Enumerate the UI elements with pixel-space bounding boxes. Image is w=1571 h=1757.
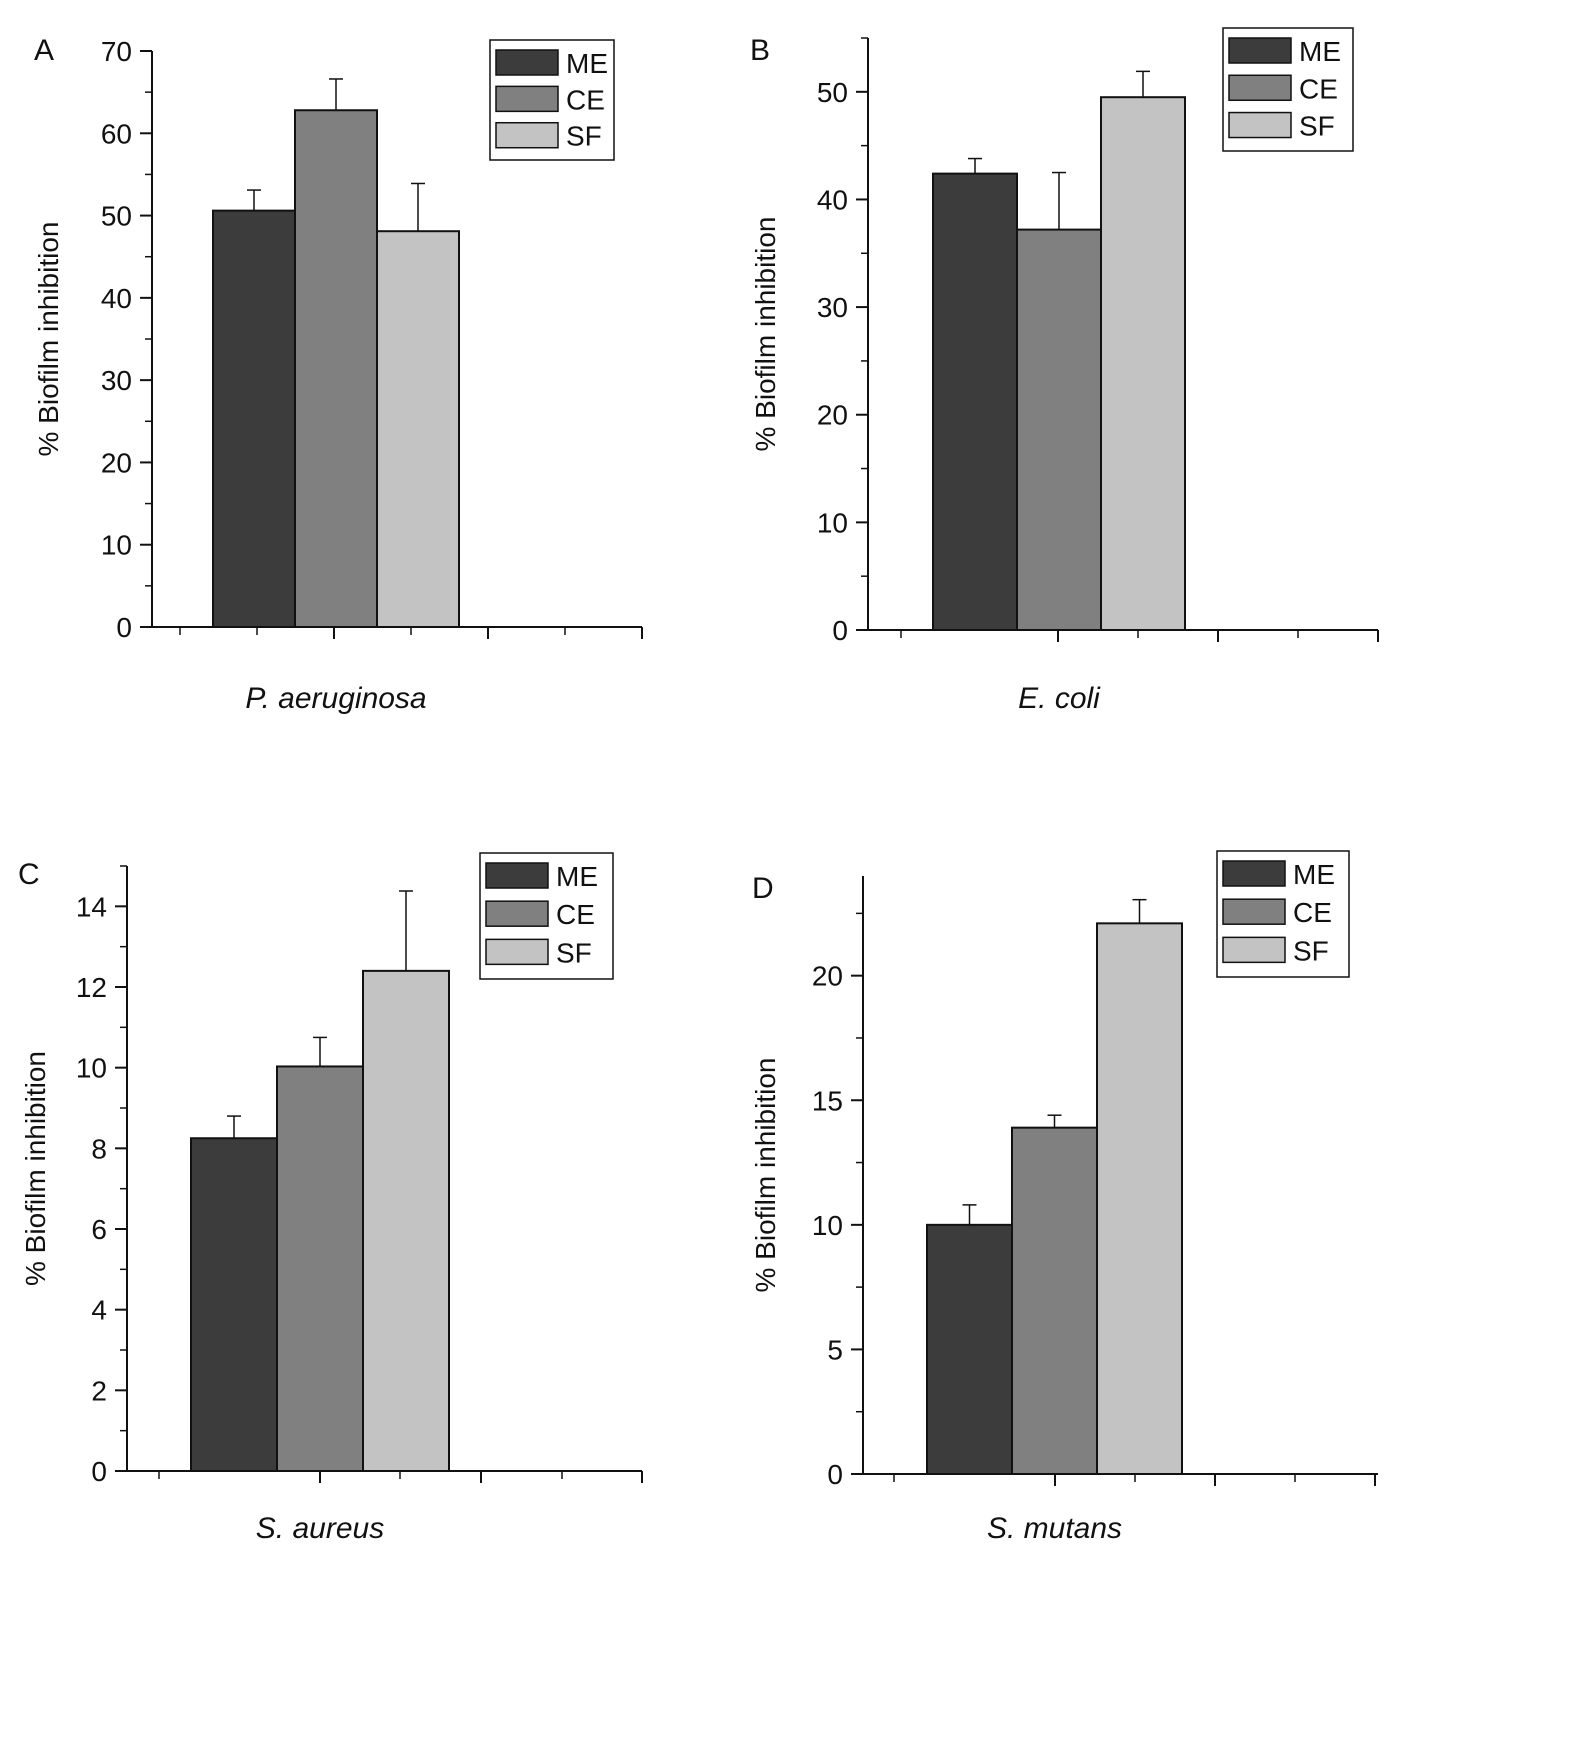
legend-label-sf: SF (1293, 935, 1329, 966)
y-axis-label: % Biofilm inhibition (750, 1058, 781, 1293)
y-tick-label: 40 (101, 283, 132, 314)
y-tick-label: 70 (101, 36, 132, 67)
legend-label-me: ME (556, 861, 598, 892)
y-tick-label: 6 (91, 1214, 107, 1245)
x-category-label: E. coli (1018, 682, 1101, 715)
bar-me (932, 172, 1018, 631)
legend-swatch-sf (1228, 111, 1292, 139)
y-axis-label: % Biofilm inhibition (20, 1051, 51, 1286)
legend-label-ce: CE (566, 84, 605, 115)
chart-panel-b: B 0 10 20 30 40 50 % Biofilm inhibition E. coli M… (750, 27, 1379, 715)
legend: ME CE SF (479, 852, 614, 980)
bar-sf (1096, 922, 1183, 1475)
y-tick-label: 12 (76, 972, 107, 1003)
x-category-label: S. mutans (987, 1512, 1122, 1545)
panel-letter-c: C (18, 858, 40, 891)
legend-swatch-ce (495, 85, 559, 113)
legend: ME CE SF (489, 39, 615, 161)
y-tick-label: 4 (91, 1295, 107, 1326)
y-tick-label: 0 (832, 615, 848, 646)
legend-label-ce: CE (1299, 73, 1338, 104)
y-tick-label: 50 (817, 77, 848, 108)
y-tick-label: 30 (817, 292, 848, 323)
legend-label-sf: SF (566, 121, 602, 152)
y-tick-label: 2 (91, 1375, 107, 1406)
legend-swatch-ce (1228, 74, 1292, 102)
bar-sf (1100, 96, 1186, 631)
y-tick-label: 40 (817, 184, 848, 215)
y-tick-label: 20 (101, 447, 132, 478)
y-axis-label: % Biofilm inhibition (750, 217, 781, 452)
y-tick-label: 5 (827, 1334, 843, 1365)
legend-label-me: ME (566, 48, 608, 79)
panel-letter-a: A (34, 34, 54, 67)
bar-ce (1016, 228, 1102, 632)
chart-panel-d: D 0 5 10 15 20 % Biofilm inhibition S. mutans ME… (750, 850, 1378, 1545)
bar-me (926, 1223, 1013, 1476)
y-tick-label: 8 (91, 1133, 107, 1164)
legend: ME CE SF (1222, 27, 1354, 152)
y-axis-label: % Biofilm inhibition (33, 222, 64, 457)
chart-panel-c: C 0 2 4 6 8 10 12 14 % Biofilm inhibition S. aureu… (18, 852, 643, 1545)
y-tick-label: 10 (817, 507, 848, 538)
legend-swatch-me (1222, 860, 1286, 887)
bar-sf (376, 230, 460, 628)
legend-swatch-me (485, 862, 549, 889)
y-tick-label: 20 (812, 961, 843, 992)
legend-swatch-sf (495, 121, 559, 149)
y-tick-label: 0 (91, 1456, 107, 1487)
y-tick-label: 10 (101, 530, 132, 561)
legend-label-me: ME (1299, 36, 1341, 67)
chart-panel-a: A 0 10 20 30 40 50 60 70 % Biofilm inhibition P. a… (33, 34, 643, 715)
y-tick-label: 10 (812, 1210, 843, 1241)
y-tick-label: 0 (827, 1459, 843, 1490)
bar-sf (362, 969, 450, 1472)
legend-swatch-me (495, 49, 559, 76)
y-tick-label: 30 (101, 365, 132, 396)
bar-ce (294, 109, 378, 628)
legend-label-ce: CE (556, 899, 595, 930)
legend-label-ce: CE (1293, 897, 1332, 928)
legend-swatch-sf (485, 938, 549, 966)
legend-swatch-sf (1222, 936, 1286, 964)
legend-label-me: ME (1293, 859, 1335, 890)
bar-ce (276, 1065, 364, 1472)
legend-label-sf: SF (556, 937, 592, 968)
y-tick-label: 50 (101, 201, 132, 232)
legend-swatch-ce (485, 900, 549, 927)
legend: ME CE SF (1216, 850, 1350, 978)
bar-me (212, 209, 296, 629)
panel-letter-b: B (750, 34, 770, 67)
y-tick-label: 14 (76, 891, 107, 922)
panel-letter-d: D (752, 872, 774, 905)
x-category-label: S. aureus (256, 1512, 384, 1545)
legend-label-sf: SF (1299, 111, 1335, 142)
bar-me (190, 1137, 278, 1472)
y-tick-label: 20 (817, 400, 848, 431)
y-tick-label: 60 (101, 118, 132, 149)
x-category-label: P. aeruginosa (245, 682, 426, 715)
y-tick-label: 15 (812, 1085, 843, 1116)
bar-ce (1011, 1126, 1098, 1475)
y-tick-label: 10 (76, 1053, 107, 1084)
legend-swatch-me (1228, 37, 1292, 64)
legend-swatch-ce (1222, 898, 1286, 925)
y-tick-label: 0 (116, 612, 132, 643)
